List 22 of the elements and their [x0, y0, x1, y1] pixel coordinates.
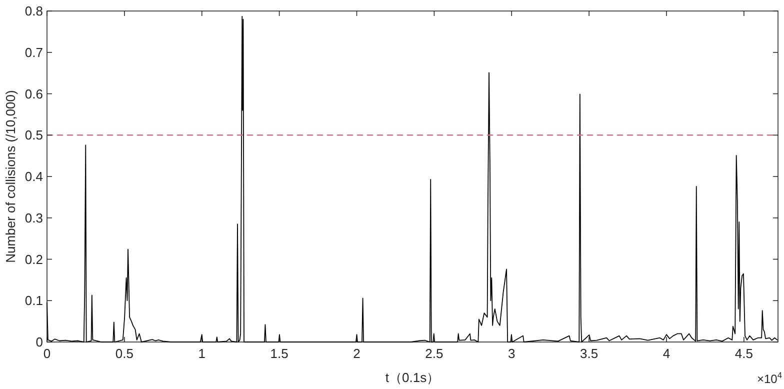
- x-tick-label: 3.5: [580, 346, 598, 361]
- x-tick-label: 4: [662, 346, 670, 361]
- y-tick-label: 0.7: [24, 44, 43, 60]
- y-tick-label: 0: [36, 334, 43, 350]
- x-tick-label: 1.5: [270, 346, 288, 361]
- y-tick-label: 0.1: [24, 293, 43, 308]
- y-tick-label: 0.8: [24, 4, 43, 18]
- x-tick-label: 3: [508, 346, 516, 361]
- line-series: [46, 16, 778, 342]
- y-tick-label: 0.6: [24, 86, 43, 102]
- x-axis-title: t（0.1s）: [385, 370, 440, 385]
- y-tick-label: 0.3: [24, 210, 43, 226]
- x-tick-label: 2: [353, 346, 360, 361]
- text: ×10$^{4}$: [756, 370, 782, 386]
- x-tick-label: 1: [198, 346, 206, 361]
- y-tick-label: 0.4: [24, 169, 43, 184]
- x-tick-label: 2.5: [425, 346, 444, 361]
- y-tick-label: 0.5: [24, 128, 43, 143]
- y-axis-title: Number of collisions (/10,000): [3, 90, 18, 263]
- y-tick-label: 0.2: [24, 252, 43, 267]
- x-tick-label: 0.5: [115, 346, 134, 361]
- x-tick-label: 4.5: [734, 346, 753, 361]
